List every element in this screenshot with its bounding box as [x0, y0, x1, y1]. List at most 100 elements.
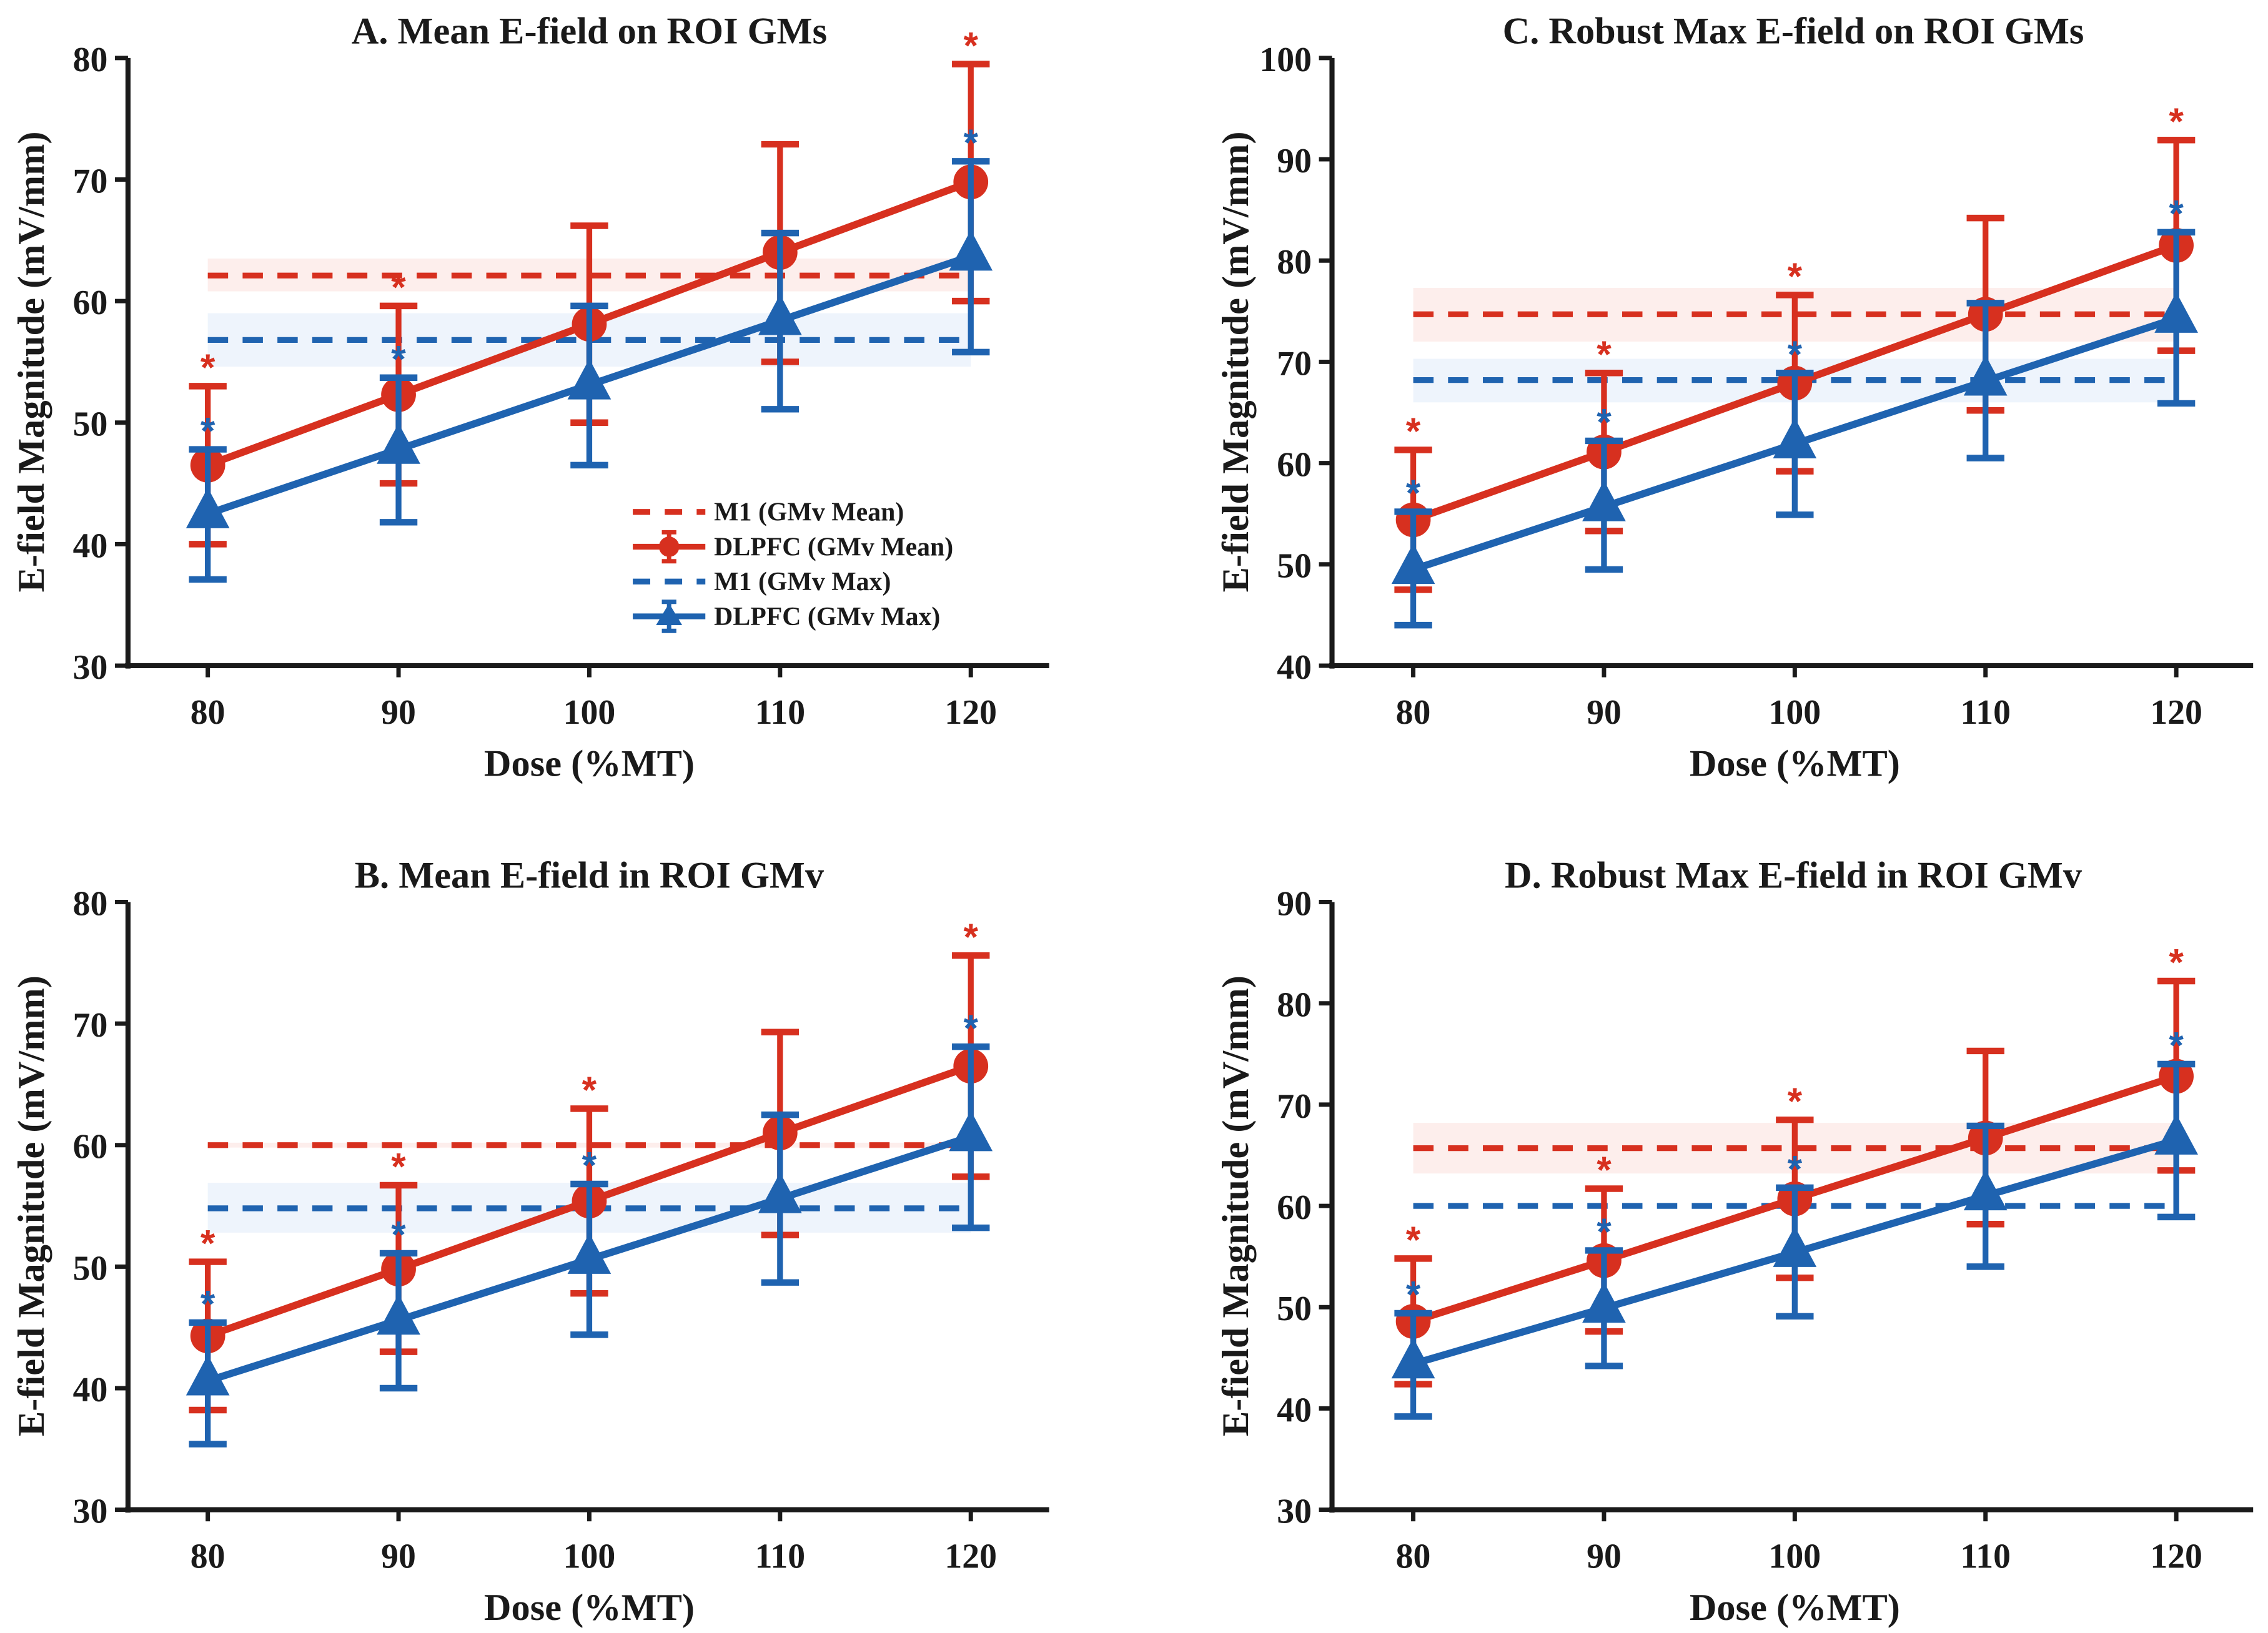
- chart-title: C. Robust Max E-field on ROI GMs: [1503, 11, 2084, 52]
- data-point-triangle: [758, 1172, 802, 1213]
- y-tick-label: 60: [1277, 446, 1312, 485]
- x-tick-label: 120: [2150, 693, 2202, 732]
- data-point-triangle: [1963, 1170, 2008, 1211]
- x-tick-label: 120: [2150, 1537, 2202, 1576]
- legend-item: DLPFC (GMv Mean): [633, 530, 953, 564]
- significance-asterisk: *: [963, 1007, 978, 1049]
- x-tick-label: 80: [191, 693, 225, 732]
- y-tick-label: 70: [1277, 1087, 1312, 1126]
- y-tick-label: 90: [1277, 142, 1312, 180]
- x-axis-label: Dose (%MT): [484, 742, 695, 784]
- y-tick-label: 60: [73, 1128, 108, 1167]
- chart-title: B. Mean E-field in ROI GMv: [355, 854, 825, 896]
- data-point-triangle: [567, 358, 612, 400]
- y-axis-label: E-field Magnitude (mV/mm): [1215, 132, 1257, 593]
- significance-asterisk: *: [201, 1283, 215, 1325]
- series-dlpfc-gmv-max-: * * *: [186, 121, 993, 583]
- significance-asterisk: *: [1406, 410, 1421, 452]
- x-tick-label: 80: [1396, 693, 1431, 732]
- y-axis-label: E-field Magnitude (mV/mm): [11, 132, 52, 593]
- data-point-triangle: [949, 1110, 993, 1152]
- data-point-triangle: [1582, 480, 1626, 521]
- significance-asterisk: *: [2169, 1024, 2184, 1067]
- x-tick-label: 90: [381, 693, 416, 732]
- y-tick-label: 40: [73, 1371, 108, 1409]
- x-tick-label: 100: [563, 1537, 616, 1576]
- legend: M1 (GMv Mean) DLPFC (GMv Mean) M1 (GMv Max…: [633, 498, 953, 633]
- y-tick-label: 40: [1277, 1391, 1312, 1429]
- x-axis-label: Dose (%MT): [1690, 1587, 1900, 1629]
- data-point-triangle: [1391, 1338, 1435, 1379]
- legend-label: DLPFC (GMv Max): [714, 603, 940, 631]
- chart-panel-a: A. Mean E-field on ROI GMs * * * * * * 30 40 50 60…: [11, 11, 1049, 784]
- legend-label: DLPFC (GMv Mean): [714, 533, 953, 561]
- y-tick-label: 50: [73, 405, 108, 444]
- legend-item: DLPFC (GMv Max): [633, 599, 940, 633]
- y-tick-label: 80: [73, 884, 108, 923]
- series-dlpfc-gmv-max-: * * * *: [186, 1007, 993, 1448]
- significance-asterisk: *: [201, 1221, 215, 1264]
- significance-asterisk: *: [2169, 192, 2184, 235]
- x-tick-label: 90: [381, 1537, 416, 1576]
- y-tick-label: 40: [1277, 648, 1312, 687]
- significance-asterisk: *: [2169, 941, 2184, 984]
- y-tick-label: 50: [1277, 547, 1312, 586]
- x-tick-label: 120: [944, 693, 997, 732]
- y-tick-label: 50: [1277, 1290, 1312, 1328]
- data-point-triangle: [1963, 355, 2008, 396]
- significance-asterisk: *: [1406, 1273, 1421, 1316]
- data-point-triangle: [758, 294, 802, 335]
- significance-asterisk: *: [582, 1144, 597, 1187]
- significance-asterisk: *: [963, 24, 978, 66]
- y-tick-label: 30: [1277, 1492, 1312, 1531]
- significance-asterisk: *: [201, 409, 215, 451]
- y-tick-label: 60: [1277, 1188, 1312, 1227]
- x-tick-label: 80: [1396, 1537, 1431, 1576]
- data-point-triangle: [377, 423, 420, 464]
- significance-asterisk: *: [1788, 1148, 1803, 1190]
- chart-panel-d: D. Robust Max E-field in ROI GMv********…: [1215, 854, 2254, 1629]
- significance-asterisk: *: [391, 1145, 406, 1188]
- data-point-triangle: [1582, 1282, 1626, 1323]
- x-axis-label: Dose (%MT): [484, 1587, 695, 1629]
- chart-panel-b: B. Mean E-field in ROI GMv * * * * * * * * 30 40 50…: [11, 854, 1049, 1629]
- data-point-triangle: [2154, 1113, 2198, 1155]
- significance-asterisk: *: [1788, 333, 1803, 375]
- y-tick-label: 70: [73, 1006, 108, 1045]
- chart-panel-c: C. Robust Max E-field on ROI GMs********…: [1215, 11, 2254, 784]
- y-tick-label: 40: [73, 526, 108, 565]
- x-tick-label: 100: [1769, 693, 1821, 732]
- significance-asterisk: *: [1597, 1148, 1612, 1191]
- y-tick-label: 80: [73, 41, 108, 79]
- x-tick-label: 110: [755, 1537, 806, 1576]
- y-tick-label: 30: [73, 1492, 108, 1531]
- data-point-triangle: [186, 487, 230, 528]
- chart-title: D. Robust Max E-field in ROI GMv: [1505, 854, 2082, 896]
- data-point-triangle: [377, 1294, 420, 1335]
- significance-asterisk: *: [582, 1068, 597, 1111]
- y-tick-label: 80: [1277, 986, 1312, 1025]
- y-tick-label: 60: [73, 284, 108, 322]
- legend-item: M1 (GMv Mean): [633, 498, 904, 527]
- series-dlpfc-gmv-max-: * * * *: [1391, 1024, 2198, 1420]
- significance-asterisk: *: [391, 337, 406, 380]
- x-tick-label: 110: [1960, 1537, 2011, 1576]
- x-tick-label: 110: [755, 693, 806, 732]
- significance-asterisk: *: [1788, 1080, 1803, 1122]
- series-dlpfc-gmv-max-: * * * *: [1391, 192, 2198, 629]
- significance-asterisk: *: [2169, 100, 2184, 142]
- legend-item: M1 (GMv Max): [633, 568, 891, 596]
- x-axis-label: Dose (%MT): [1690, 742, 1900, 784]
- x-tick-label: 100: [563, 693, 616, 732]
- x-tick-label: 90: [1587, 693, 1622, 732]
- data-point-triangle: [567, 1233, 612, 1274]
- significance-asterisk: *: [201, 346, 215, 388]
- x-tick-label: 90: [1587, 1537, 1622, 1576]
- significance-asterisk: *: [1597, 333, 1612, 375]
- x-tick-label: 100: [1769, 1537, 1821, 1576]
- significance-asterisk: *: [1406, 471, 1421, 514]
- data-point-triangle: [186, 1354, 230, 1396]
- significance-asterisk: *: [391, 1213, 406, 1256]
- significance-asterisk: *: [1788, 255, 1803, 297]
